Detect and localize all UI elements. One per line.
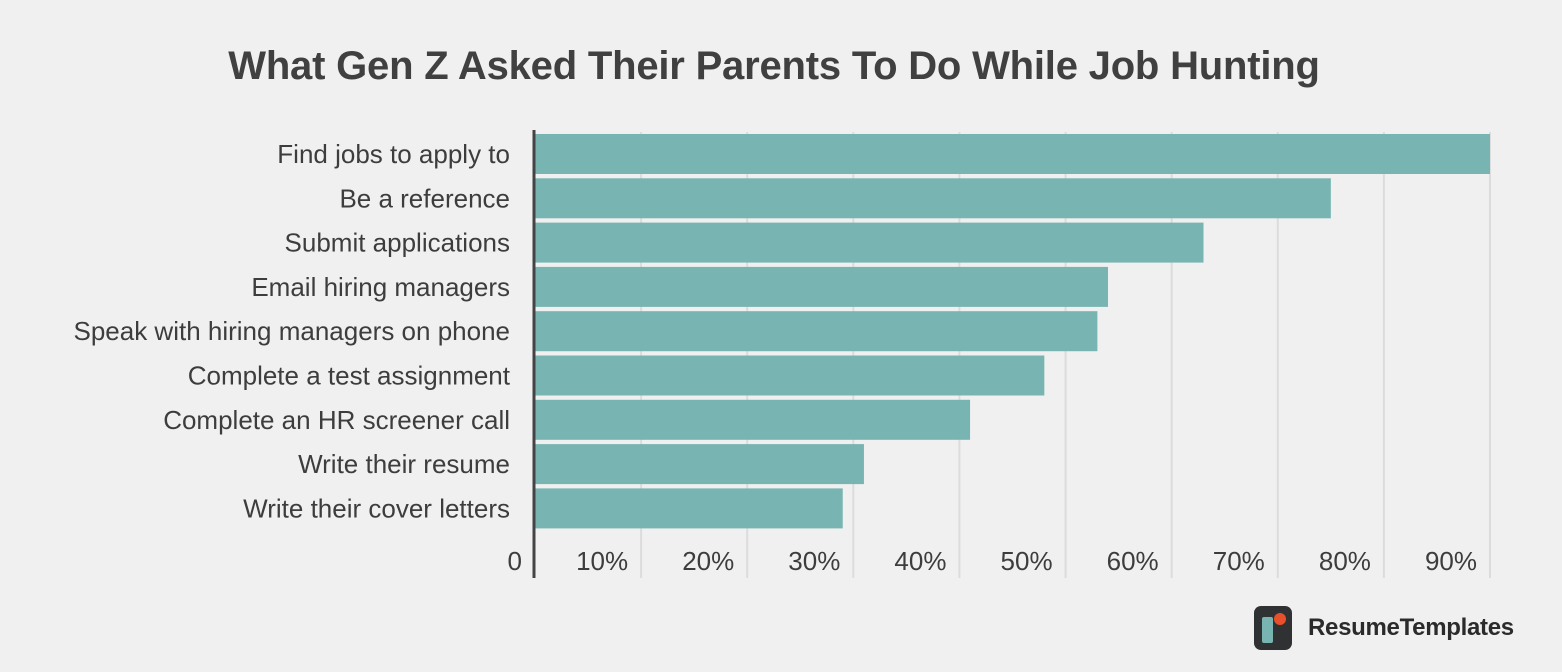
resume-templates-logo-icon — [1254, 606, 1292, 650]
category-labels: Find jobs to apply to Be a reference Submi… — [73, 139, 510, 523]
brand-name: ResumeTemplates — [1308, 614, 1514, 641]
x-tick-labels: 0 10% 20% 30% 40% 50% 60% 70% 80% 90% — [508, 546, 1477, 576]
category-label: Write their resume — [298, 449, 510, 479]
category-label: Email hiring managers — [251, 272, 510, 302]
bar — [535, 488, 843, 529]
bar — [535, 266, 1108, 307]
bar — [535, 134, 1490, 174]
x-tick-label: 10% — [576, 546, 628, 576]
category-label: Complete an HR screener call — [163, 405, 510, 435]
bar — [535, 399, 971, 440]
category-label: Write their cover letters — [243, 493, 510, 523]
bar — [535, 311, 1098, 352]
x-tick-label: 90% — [1425, 546, 1477, 576]
bar — [535, 444, 864, 485]
bar — [535, 178, 1331, 219]
bar — [535, 355, 1045, 396]
x-tick-label: 70% — [1213, 546, 1265, 576]
x-tick-label: 40% — [894, 546, 946, 576]
category-label: Complete a test assignment — [188, 361, 511, 391]
x-tick-label: 20% — [682, 546, 734, 576]
x-tick-label: 60% — [1107, 546, 1159, 576]
chart-title: What Gen Z Asked Their Parents To Do Whi… — [228, 44, 1320, 88]
x-tick-label: 30% — [788, 546, 840, 576]
x-tick-label: 80% — [1319, 546, 1371, 576]
x-tick-label: 50% — [1001, 546, 1053, 576]
bar — [535, 222, 1204, 263]
category-label: Speak with hiring managers on phone — [73, 316, 510, 346]
category-label: Submit applications — [285, 228, 510, 258]
bars — [535, 134, 1490, 529]
x-tick-label: 0 — [508, 546, 522, 576]
category-label: Be a reference — [339, 183, 510, 213]
brand-logo: ResumeTemplates — [1254, 606, 1514, 650]
category-label: Find jobs to apply to — [277, 139, 510, 169]
